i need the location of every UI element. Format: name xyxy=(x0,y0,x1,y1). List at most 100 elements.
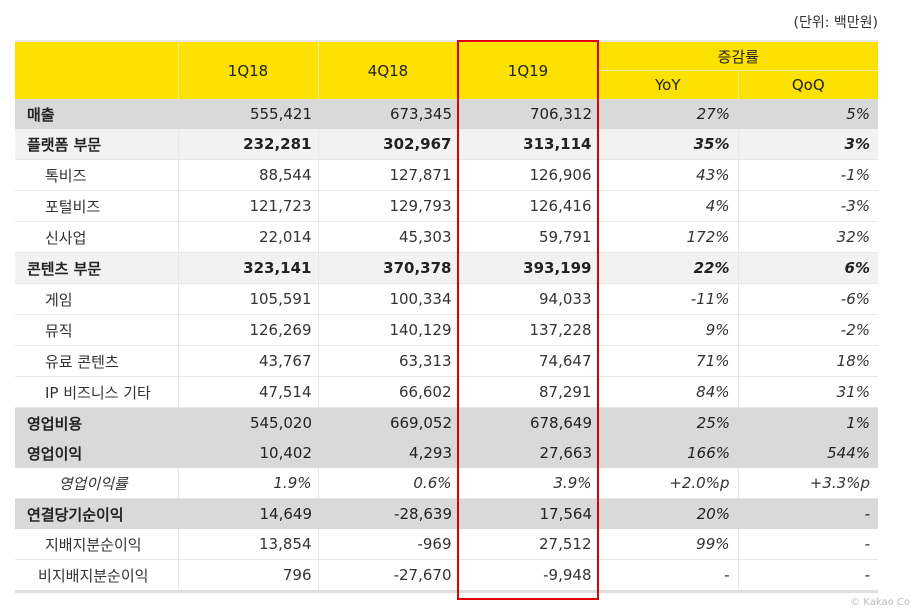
value-1q19: 393,199 xyxy=(457,252,598,284)
table-row: 뮤직 126,269 140,129 137,228 9% -2% xyxy=(15,314,878,346)
value-1q18: 545,020 xyxy=(178,407,318,438)
row-label: 콘텐츠 부문 xyxy=(15,252,178,284)
row-label: 뮤직 xyxy=(15,314,178,346)
value-yoy: 172% xyxy=(597,221,738,253)
table-row: 비지배지분순이익 796 -27,670 -9,948- - xyxy=(15,559,878,593)
row-label: 포털비즈 xyxy=(15,190,178,222)
value-yoy: 27% xyxy=(598,99,738,129)
row-label: IP 비즈니스 기타 xyxy=(15,376,178,408)
value-1q19: 74,647 xyxy=(457,345,598,377)
value-1q18: 1.9% xyxy=(177,468,318,499)
row-label: 매출 xyxy=(15,99,178,129)
table-row: 연결당기순이익 14,649 -28,639 17,564 20% - xyxy=(15,498,878,529)
row-label: 톡비즈 xyxy=(15,159,178,191)
value-1q19: 59,791 xyxy=(457,221,598,253)
table-row: 콘텐츠 부문 323,141 370,378 393,199 22% 6% xyxy=(15,252,878,284)
table-row: 매출 555,421 673,345 706,312 27% 5% xyxy=(15,99,878,129)
header-qoq: QoQ xyxy=(737,70,878,99)
value-4q18: 673,345 xyxy=(318,99,458,129)
value-1q19: 126,416 xyxy=(457,190,598,222)
value-1q19: 3.9% xyxy=(457,468,598,499)
table-row: 게임 105,591 100,334 94,033 -11% -6% xyxy=(15,283,878,315)
value-yoy: 9% xyxy=(597,314,738,346)
value-qoq: 544% xyxy=(738,438,878,468)
value-4q18: -969 xyxy=(317,529,458,560)
value-1q18: 47,514 xyxy=(177,376,318,408)
table-row: 톡비즈 88,544 127,871 126,906 43% -1% xyxy=(15,159,878,191)
header-yoy: YoY xyxy=(598,70,738,99)
value-qoq: +3.3%p xyxy=(737,468,878,499)
header-1q18: 1Q18 xyxy=(177,40,318,99)
value-4q18: 4,293 xyxy=(318,438,458,468)
value-qoq: -3% xyxy=(737,190,878,222)
value-yoy: 35% xyxy=(597,129,738,160)
table-row: 유료 콘텐츠 43,767 63,313 74,647 71% 18% xyxy=(15,345,878,377)
row-label: 영업이익 xyxy=(15,438,178,468)
header-label-cell xyxy=(15,40,178,99)
value-4q18: 0.6% xyxy=(317,468,458,499)
value-1q18: 43,767 xyxy=(177,345,318,377)
value-qoq: 18% xyxy=(737,345,878,377)
table-row: 신사업 22,014 45,303 59,791 172% 32% xyxy=(15,221,878,253)
value-4q18: 370,378 xyxy=(317,252,458,284)
value-1q19: 678,649 xyxy=(458,407,598,438)
row-label: 영업이익률 xyxy=(15,468,178,499)
value-yoy: 20% xyxy=(598,498,738,529)
value-1q18: 22,014 xyxy=(177,221,318,253)
value-qoq: 31% xyxy=(737,376,878,408)
value-yoy: 84% xyxy=(597,376,738,408)
row-label: 연결당기순이익 xyxy=(15,498,178,529)
value-1q19: 27,512 xyxy=(457,529,598,560)
value-4q18: 302,967 xyxy=(317,129,458,160)
table-row: IP 비즈니스 기타 47,514 66,602 87,291 84% 31% xyxy=(15,376,878,408)
value-4q18: 127,871 xyxy=(317,159,458,191)
value-1q19: 137,228 xyxy=(457,314,598,346)
value-1q19: 87,291 xyxy=(457,376,598,408)
value-1q19: 126,906 xyxy=(457,159,598,191)
header-change-group: 증감률 xyxy=(597,40,878,71)
value-yoy: -11% xyxy=(597,283,738,315)
value-4q18: -28,639 xyxy=(318,498,458,529)
financial-results-table: 1Q18 4Q18 1Q19 증감률 YoY QoQ 매출 555,421 673,… xyxy=(15,40,878,593)
row-label: 플랫폼 부문 xyxy=(15,129,178,160)
value-qoq: - xyxy=(738,498,878,529)
value-qoq: - xyxy=(737,559,878,593)
table-row: 영업비용 545,020 669,052 678,649 25% 1% xyxy=(15,407,878,438)
value-1q18: 88,544 xyxy=(177,159,318,191)
value-yoy: 99% xyxy=(597,529,738,560)
copyright-text: © Kakao Co xyxy=(850,597,910,608)
value-yoy: 166% xyxy=(598,438,738,468)
table-header: 1Q18 4Q18 1Q19 증감률 YoY QoQ xyxy=(15,40,878,99)
row-label: 유료 콘텐츠 xyxy=(15,345,178,377)
value-1q18: 10,402 xyxy=(178,438,318,468)
value-1q19: 27,663 xyxy=(458,438,598,468)
value-qoq: -6% xyxy=(737,283,878,315)
table-row: 지배지분순이익 13,854 -969 27,512 99% - xyxy=(15,529,878,560)
value-qoq: -1% xyxy=(737,159,878,191)
value-qoq: 1% xyxy=(738,407,878,438)
value-1q18: 14,649 xyxy=(178,498,318,529)
value-1q18: 105,591 xyxy=(177,283,318,315)
value-qoq: 6% xyxy=(737,252,878,284)
value-qoq: 32% xyxy=(737,221,878,253)
table-row: 플랫폼 부문 232,281 302,967 313,114 35% 3% xyxy=(15,129,878,160)
value-1q19: -9,948 xyxy=(457,559,598,593)
value-1q18: 323,141 xyxy=(177,252,318,284)
value-yoy: 71% xyxy=(597,345,738,377)
value-4q18: 63,313 xyxy=(317,345,458,377)
value-yoy: 43% xyxy=(597,159,738,191)
row-label: 신사업 xyxy=(15,221,178,253)
value-qoq: - xyxy=(737,529,878,560)
value-4q18: -27,670 xyxy=(317,559,458,593)
row-label: 영업비용 xyxy=(15,407,178,438)
value-yoy: 22% xyxy=(597,252,738,284)
value-yoy: - xyxy=(597,559,738,593)
value-qoq: -2% xyxy=(737,314,878,346)
value-yoy: +2.0%p xyxy=(597,468,738,499)
header-1q19: 1Q19 xyxy=(457,40,598,99)
value-yoy: 25% xyxy=(598,407,738,438)
value-1q19: 706,312 xyxy=(458,99,598,129)
value-4q18: 100,334 xyxy=(317,283,458,315)
value-1q18: 796 xyxy=(177,559,318,593)
value-4q18: 66,602 xyxy=(317,376,458,408)
